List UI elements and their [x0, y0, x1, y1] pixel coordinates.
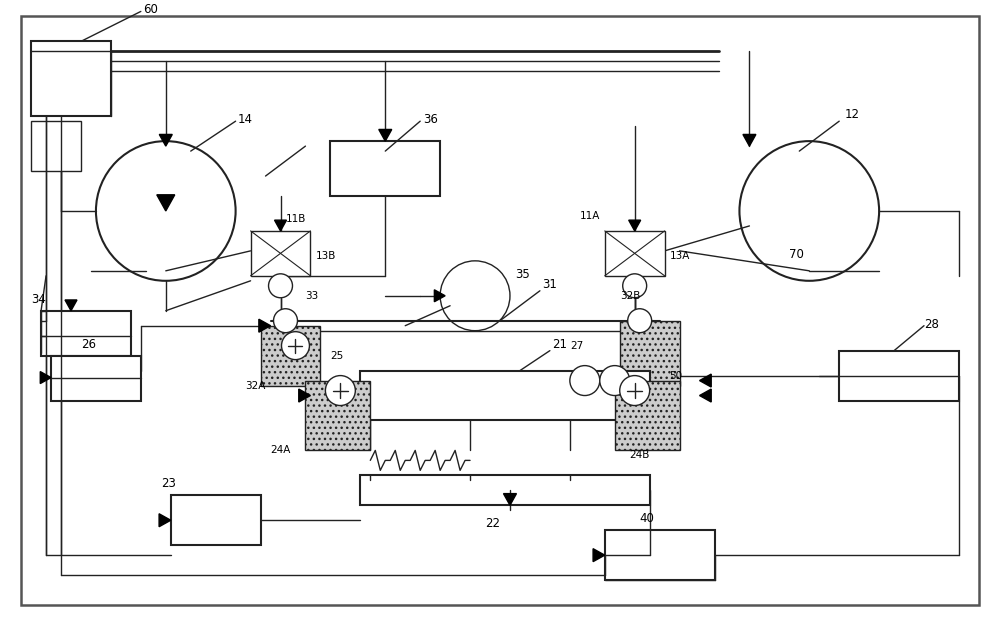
Polygon shape	[593, 549, 605, 562]
Bar	[261, 326, 320, 386]
Text: 32A: 32A	[246, 381, 266, 391]
Text: 21: 21	[552, 338, 567, 351]
Bar	[615, 381, 680, 451]
Bar	[605, 231, 665, 276]
Circle shape	[96, 141, 236, 281]
Bar	[839, 351, 959, 401]
Circle shape	[623, 274, 647, 298]
Text: 22: 22	[485, 518, 500, 530]
Bar	[251, 231, 310, 276]
Polygon shape	[379, 129, 392, 141]
Bar	[41, 311, 131, 356]
Text: 32B: 32B	[620, 291, 640, 301]
Text: 24A: 24A	[271, 446, 291, 456]
Text: 34: 34	[31, 292, 46, 306]
Bar	[605, 530, 715, 580]
Polygon shape	[743, 134, 756, 146]
Polygon shape	[700, 389, 711, 402]
Circle shape	[600, 366, 630, 396]
Bar	[305, 381, 370, 451]
Text: 25: 25	[330, 351, 344, 361]
Text: 11A: 11A	[580, 211, 600, 221]
Polygon shape	[503, 494, 516, 505]
Text: 35: 35	[515, 268, 530, 281]
Text: 12: 12	[844, 108, 859, 121]
Text: 26: 26	[81, 338, 96, 351]
Circle shape	[628, 309, 652, 332]
Text: 33: 33	[305, 291, 319, 301]
Text: 23: 23	[161, 478, 176, 491]
Polygon shape	[275, 220, 286, 231]
Polygon shape	[65, 300, 77, 311]
Circle shape	[325, 376, 355, 406]
Text: 27: 27	[570, 341, 583, 351]
Polygon shape	[700, 374, 711, 387]
Polygon shape	[299, 389, 310, 402]
Polygon shape	[159, 134, 172, 146]
Polygon shape	[434, 290, 445, 302]
Bar	[360, 476, 650, 505]
Circle shape	[440, 261, 510, 331]
Polygon shape	[629, 220, 641, 231]
Circle shape	[282, 332, 309, 359]
Text: 11B: 11B	[285, 214, 306, 224]
Bar	[51, 356, 141, 401]
Bar	[330, 141, 440, 196]
Bar	[31, 121, 81, 171]
Text: 36: 36	[423, 113, 438, 126]
Polygon shape	[40, 372, 51, 384]
Text: 13A: 13A	[670, 251, 690, 261]
Circle shape	[570, 366, 600, 396]
Text: 24B: 24B	[630, 451, 650, 461]
Text: 40: 40	[640, 512, 655, 525]
Circle shape	[269, 274, 292, 298]
Circle shape	[620, 376, 650, 406]
Text: 28: 28	[924, 318, 939, 331]
Circle shape	[274, 309, 297, 332]
Text: 14: 14	[238, 113, 253, 126]
Polygon shape	[159, 514, 171, 527]
Polygon shape	[157, 195, 175, 211]
Text: 70: 70	[789, 248, 804, 261]
Bar	[171, 495, 261, 545]
Text: 31: 31	[542, 278, 557, 291]
Text: 50: 50	[670, 371, 683, 381]
Bar	[360, 371, 650, 421]
Polygon shape	[259, 319, 271, 332]
Bar	[31, 41, 111, 116]
Text: 60: 60	[143, 3, 158, 16]
Bar	[620, 321, 680, 386]
Text: 13B: 13B	[315, 251, 336, 261]
Circle shape	[739, 141, 879, 281]
